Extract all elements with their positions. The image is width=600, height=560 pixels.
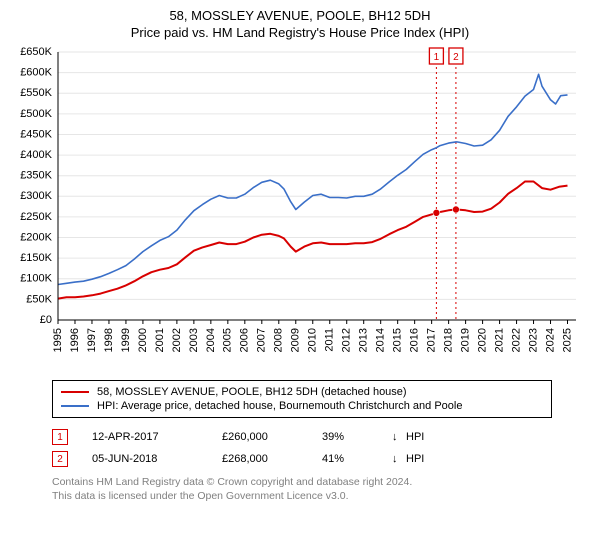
footer-note: Contains HM Land Registry data © Crown c… — [52, 476, 586, 503]
sale-marker-box: 1 — [52, 429, 68, 445]
svg-text:2: 2 — [453, 52, 459, 63]
svg-text:£600K: £600K — [20, 67, 52, 79]
sale-pct: 39% — [322, 431, 392, 443]
svg-text:2019: 2019 — [460, 328, 472, 352]
svg-text:1996: 1996 — [69, 328, 81, 352]
svg-text:1995: 1995 — [52, 328, 64, 352]
svg-text:2001: 2001 — [154, 328, 166, 352]
svg-text:2016: 2016 — [409, 328, 421, 352]
svg-text:£550K: £550K — [20, 87, 52, 99]
legend-swatch — [61, 405, 89, 407]
sale-pct: 41% — [322, 453, 392, 465]
svg-text:2009: 2009 — [290, 328, 302, 352]
svg-text:2006: 2006 — [239, 328, 251, 352]
sale-vs-label: HPI — [406, 431, 424, 443]
legend-label: 58, MOSSLEY AVENUE, POOLE, BH12 5DH (det… — [97, 386, 407, 398]
sale-date: 12-APR-2017 — [92, 431, 222, 443]
svg-text:1997: 1997 — [86, 328, 98, 352]
svg-text:2022: 2022 — [510, 328, 522, 352]
sale-row: 2 05-JUN-2018£268,00041%↓HPI — [52, 448, 586, 470]
svg-text:2025: 2025 — [561, 328, 573, 352]
price-chart-svg: £0 £50K £100K £150K £200K £250K £300K £350K £400… — [14, 44, 586, 374]
chart-title-block: 58, MOSSLEY AVENUE, POOLE, BH12 5DH Pric… — [14, 8, 586, 40]
sale-vs-label: HPI — [406, 453, 424, 465]
sale-price: £260,000 — [222, 431, 322, 443]
svg-text:2007: 2007 — [256, 328, 268, 352]
svg-text:£0: £0 — [40, 314, 52, 326]
chart-area: £0 £50K £100K £150K £200K £250K £300K £350K £400… — [14, 44, 586, 374]
svg-text:£500K: £500K — [20, 108, 52, 120]
svg-text:2003: 2003 — [188, 328, 200, 352]
svg-text:2005: 2005 — [222, 328, 234, 352]
svg-text:2008: 2008 — [273, 328, 285, 352]
svg-text:2020: 2020 — [476, 328, 488, 352]
title-subtitle: Price paid vs. HM Land Registry's House … — [14, 25, 586, 40]
svg-text:1999: 1999 — [120, 328, 132, 352]
svg-text:£300K: £300K — [20, 190, 52, 202]
footer-line1: Contains HM Land Registry data © Crown c… — [52, 476, 586, 490]
svg-text:£100K: £100K — [20, 273, 52, 285]
footer-line2: This data is licensed under the Open Gov… — [52, 490, 586, 504]
sale-row: 1 12-APR-2017£260,00039%↓HPI — [52, 426, 586, 448]
legend-label: HPI: Average price, detached house, Bour… — [97, 400, 462, 412]
svg-text:1: 1 — [434, 52, 440, 63]
sales-table: 1 12-APR-2017£260,00039%↓HPI 2 05-JUN-2018£… — [52, 426, 586, 470]
svg-text:£450K: £450K — [20, 128, 52, 140]
svg-text:£50K: £50K — [26, 293, 52, 305]
svg-text:2023: 2023 — [527, 328, 539, 352]
svg-text:£250K: £250K — [20, 211, 52, 223]
svg-text:£400K: £400K — [20, 149, 52, 161]
svg-text:1998: 1998 — [103, 328, 115, 352]
svg-text:£150K: £150K — [20, 252, 52, 264]
svg-text:2004: 2004 — [205, 328, 217, 352]
legend-box: 58, MOSSLEY AVENUE, POOLE, BH12 5DH (det… — [52, 380, 552, 418]
svg-text:2011: 2011 — [324, 328, 336, 352]
down-arrow-icon: ↓ — [392, 431, 406, 443]
sale-date: 05-JUN-2018 — [92, 453, 222, 465]
svg-text:£200K: £200K — [20, 231, 52, 243]
svg-text:2012: 2012 — [341, 328, 353, 352]
down-arrow-icon: ↓ — [392, 453, 406, 465]
legend-swatch — [61, 391, 89, 393]
svg-text:2015: 2015 — [392, 328, 404, 352]
legend-item: HPI: Average price, detached house, Bour… — [61, 399, 543, 413]
sale-marker-box: 2 — [52, 451, 68, 467]
svg-text:£350K: £350K — [20, 170, 52, 182]
title-address: 58, MOSSLEY AVENUE, POOLE, BH12 5DH — [14, 8, 586, 23]
svg-text:2013: 2013 — [358, 328, 370, 352]
svg-text:2021: 2021 — [493, 328, 505, 352]
svg-text:£650K: £650K — [20, 46, 52, 58]
svg-text:2018: 2018 — [443, 328, 455, 352]
svg-text:2002: 2002 — [171, 328, 183, 352]
svg-text:2017: 2017 — [426, 328, 438, 352]
svg-text:2000: 2000 — [137, 328, 149, 352]
legend-item: 58, MOSSLEY AVENUE, POOLE, BH12 5DH (det… — [61, 385, 543, 399]
sale-price: £268,000 — [222, 453, 322, 465]
svg-text:2024: 2024 — [544, 328, 556, 352]
svg-text:2010: 2010 — [307, 328, 319, 352]
svg-text:2014: 2014 — [375, 328, 387, 352]
